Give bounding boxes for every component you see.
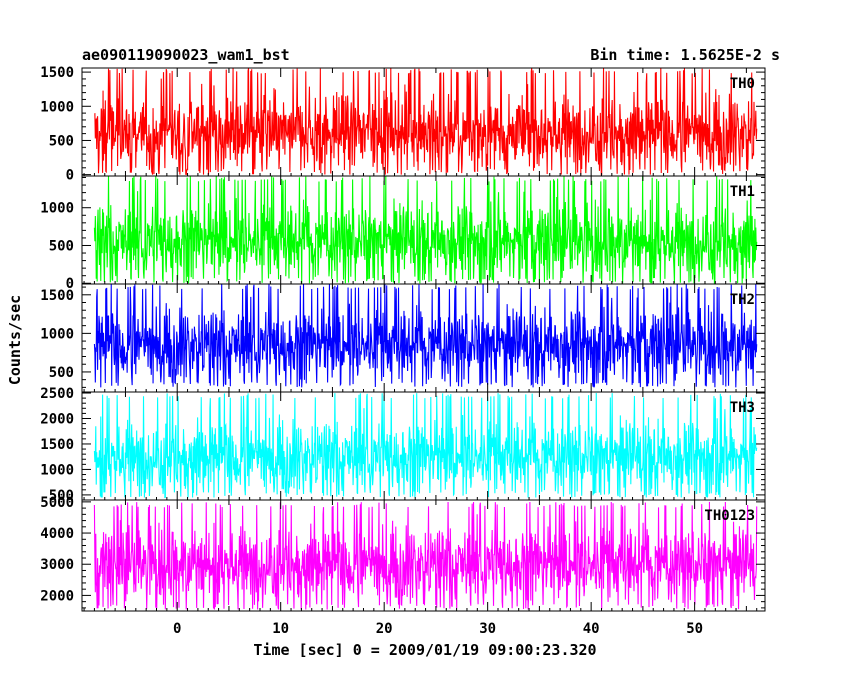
y-tick-label: 500 <box>49 488 74 504</box>
series-th0123-line <box>93 501 758 610</box>
x-tick-label: 10 <box>272 621 289 637</box>
panel-label: TH2 <box>730 292 755 308</box>
y-tick-label: 0 <box>66 168 74 184</box>
panel-label: TH0123 <box>704 508 755 524</box>
y-tick-label: 1000 <box>40 462 74 478</box>
x-tick-label: 30 <box>479 621 496 637</box>
panel-th2: 500 1000 1500 TH2 <box>40 283 766 393</box>
y-tick-label: 500 <box>49 133 74 149</box>
series-th1-line <box>93 176 758 284</box>
y-tick-label: 2500 <box>40 386 74 402</box>
series-th3-line <box>93 393 758 499</box>
series-th0-line <box>94 68 758 176</box>
panel-label: TH1 <box>730 184 755 200</box>
y-tick-label: 500 <box>49 238 74 254</box>
y-tick-label: 0 <box>66 276 74 292</box>
panel-th0: 0 500 1000 1500 TH0 <box>40 65 766 184</box>
y-tick-label: 3000 <box>40 557 74 573</box>
x-tick-label: 0 <box>173 621 181 637</box>
panel-label: TH0 <box>730 76 755 92</box>
y-tick-label: 2000 <box>40 588 74 604</box>
y-tick-label: 500 <box>49 365 74 381</box>
y-tick-label: 1500 <box>40 437 74 453</box>
x-tick-label: 40 <box>583 621 600 637</box>
x-axis-label: Time [sec] 0 = 2009/01/19 09:00:23.320 <box>253 641 596 659</box>
y-tick-label: 1500 <box>40 288 74 304</box>
panel-label: TH3 <box>730 400 755 416</box>
panel-th3: 500 1000 1500 2000 2500 TH3 <box>40 386 766 504</box>
chart-title: ae090119090023_wam1_bst <box>82 46 290 64</box>
y-axis-label: Counts/sec <box>6 295 24 385</box>
y-tick-label: 1500 <box>40 65 74 81</box>
y-tick-label: 5000 <box>40 495 74 511</box>
panel-th0123: 2000 3000 4000 5000 TH0123 <box>40 495 766 612</box>
bin-time-label: Bin time: 1.5625E-2 s <box>590 46 780 64</box>
series-th2-line <box>93 284 758 388</box>
x-tick-label: 20 <box>376 621 393 637</box>
y-tick-label: 2000 <box>40 411 74 427</box>
panel-th1: 0 500 1000 TH1 <box>40 175 766 292</box>
panel-frame <box>81 499 766 612</box>
y-tick-label: 1000 <box>40 326 74 342</box>
x-tick-label: 50 <box>686 621 703 637</box>
y-tick-label: 1000 <box>40 99 74 115</box>
y-tick-label: 4000 <box>40 526 74 542</box>
y-tick-label: 1000 <box>40 201 74 217</box>
